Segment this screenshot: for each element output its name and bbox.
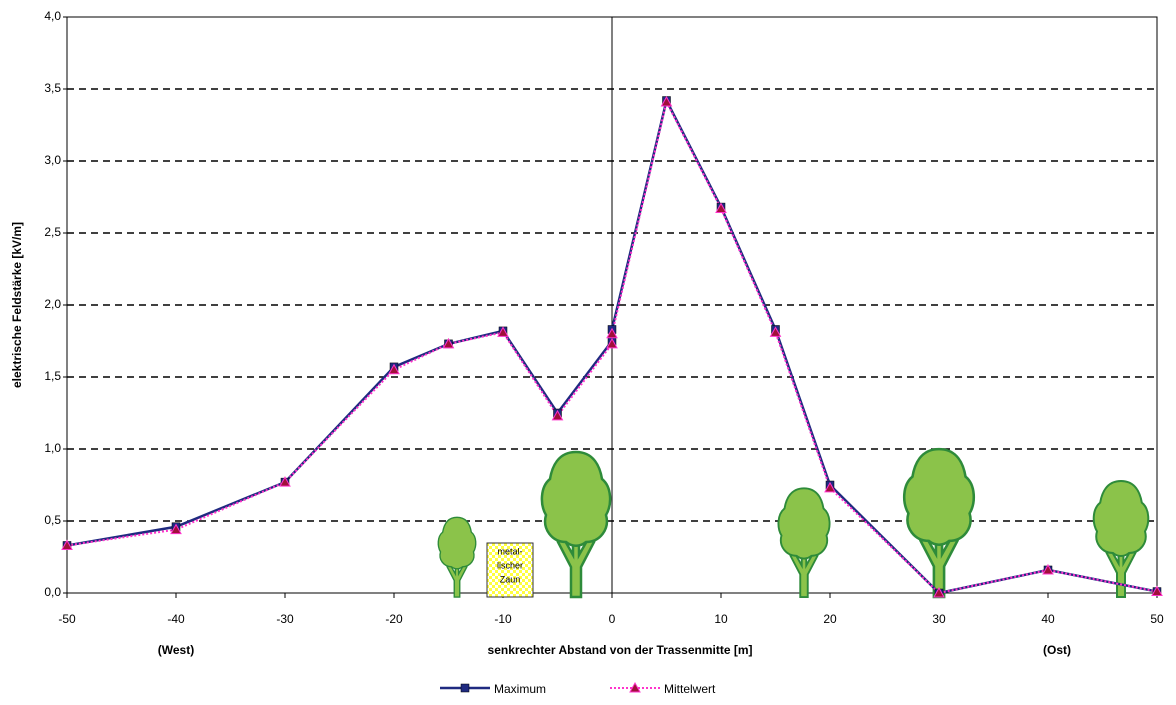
y-axis-title: elektrische Feldstärke [kV/m] — [10, 222, 24, 388]
legend-label: Maximum — [494, 682, 546, 696]
tree — [902, 447, 976, 599]
marker — [279, 476, 291, 487]
marker — [933, 586, 945, 598]
marker — [388, 363, 400, 375]
x-tick-label: 40 — [1041, 612, 1055, 626]
tree — [540, 450, 612, 599]
y-tick-label: 2,0 — [44, 297, 61, 311]
marker — [170, 523, 182, 535]
annotation: metal- — [497, 546, 522, 556]
y-tick-label: 1,5 — [44, 369, 61, 383]
marker — [1042, 563, 1054, 575]
x-tick-label: 0 — [609, 612, 616, 626]
marker — [497, 326, 509, 337]
annotation: lischer — [497, 560, 523, 570]
marker — [606, 327, 618, 339]
y-tick-label: 1,0 — [44, 441, 61, 455]
plot-border — [66, 16, 1158, 594]
fence — [486, 542, 534, 598]
annotation: (West) — [158, 643, 194, 657]
x-tick-label: 30 — [932, 612, 946, 626]
marker — [442, 337, 455, 349]
tree — [777, 487, 831, 598]
y-tick-label: 3,0 — [44, 153, 61, 167]
y-tick-label: 3,5 — [44, 81, 61, 95]
legend-marker — [629, 681, 641, 693]
y-tick-label: 0,5 — [44, 513, 61, 527]
marker — [61, 539, 73, 550]
plot-area: 0,0 0,5 1,0 1,5 2,0 2,5 3,0 3,5 4,0 -50 -40 -30 -20 -… — [44, 9, 1164, 626]
y-tick-label: 0,0 — [44, 585, 61, 599]
marker — [769, 326, 782, 337]
legend-label: Mittelwert — [664, 682, 716, 696]
x-tick-label: -20 — [385, 612, 403, 626]
x-axis-title: senkrechter Abstand von der Trassenmitte… — [488, 643, 753, 657]
annotation: (Ost) — [1043, 643, 1071, 657]
tree — [437, 516, 477, 598]
marker — [1151, 585, 1163, 597]
marker — [551, 409, 564, 421]
marker — [606, 337, 618, 349]
x-tick-label: 50 — [1150, 612, 1164, 626]
marker — [824, 481, 836, 493]
y-tick-label: 2,5 — [44, 225, 61, 239]
x-tick-label: 20 — [823, 612, 837, 626]
x-tick-label: 10 — [714, 612, 728, 626]
x-tick-label: -30 — [276, 612, 294, 626]
x-tick-label: -10 — [494, 612, 512, 626]
x-tick-label: -50 — [58, 612, 76, 626]
y-tick-label: 4,0 — [44, 9, 61, 23]
legend-marker — [460, 683, 470, 693]
x-tick-label: -40 — [167, 612, 185, 626]
annotation: Zaun — [500, 574, 521, 584]
marker — [715, 202, 727, 214]
marker — [660, 95, 673, 107]
series-layer — [61, 95, 1163, 598]
